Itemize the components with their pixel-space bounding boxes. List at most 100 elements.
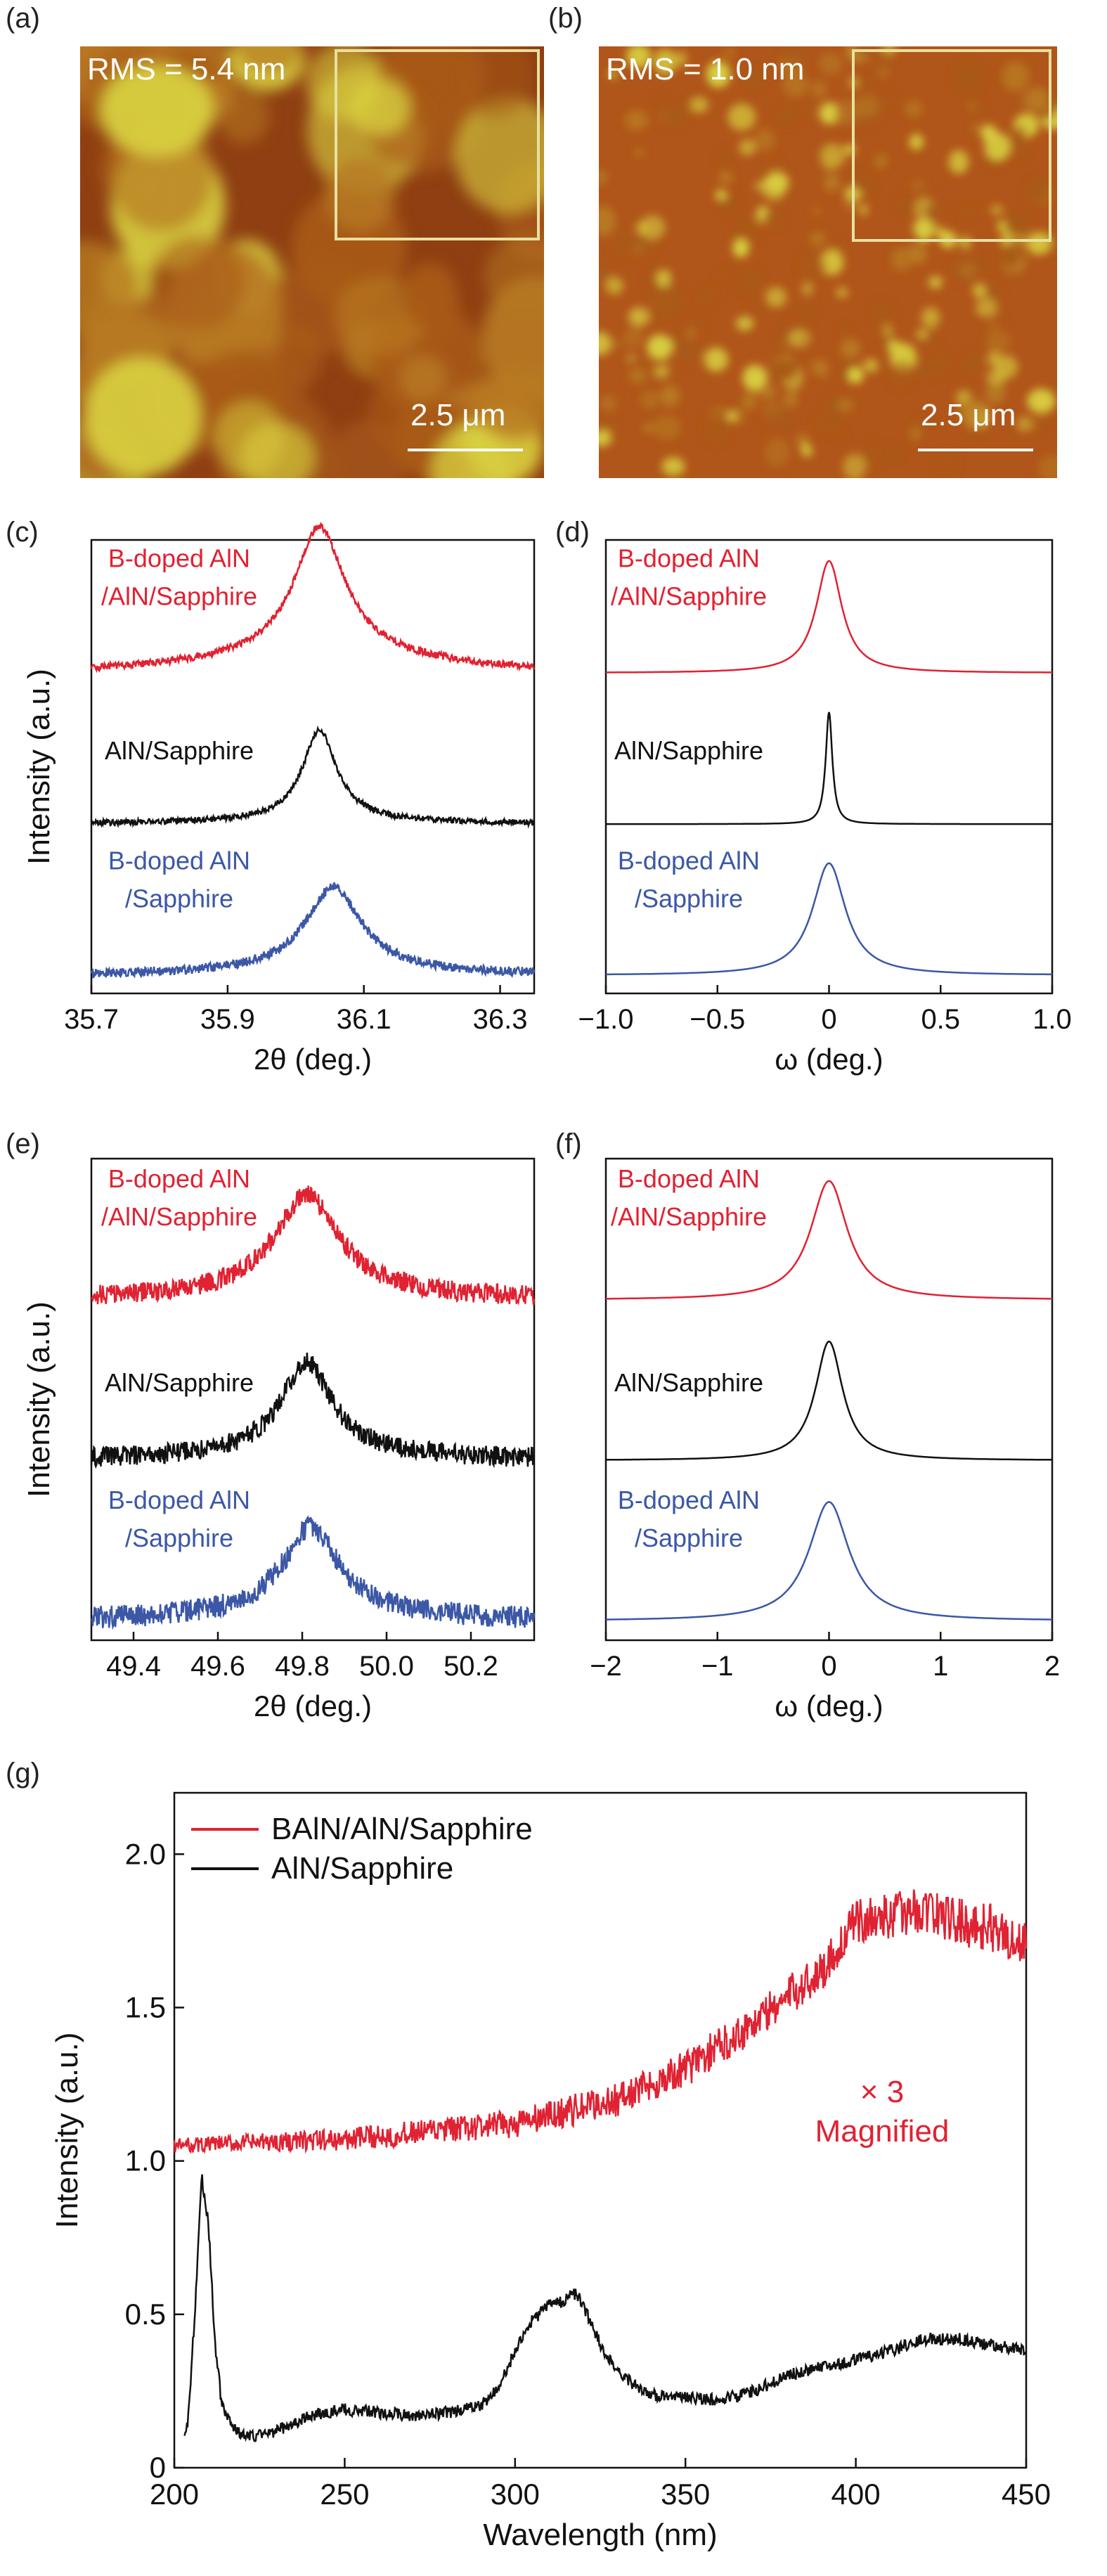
y-tick-label: 1.0 xyxy=(125,2144,166,2177)
afm-grain xyxy=(624,110,649,131)
series-label: /AlN/Sapphire xyxy=(101,1202,257,1231)
afm-grain xyxy=(599,331,611,356)
afm-grain xyxy=(739,139,756,156)
afm-grain xyxy=(973,102,985,115)
afm-grain xyxy=(810,231,826,247)
afm-texture-b xyxy=(599,46,1057,478)
afm-grain xyxy=(882,324,893,337)
chart-d-svg: −1.0 −0.5 0 0.5 1.0 ω (deg.) B-doped AlN/AlN/S… xyxy=(578,539,1072,1076)
afm-grain xyxy=(1016,416,1033,432)
afm-grain xyxy=(878,67,888,78)
scale-bar-b xyxy=(918,449,1033,451)
afm-grain xyxy=(784,392,798,408)
afm-grain xyxy=(740,269,763,293)
series-label: /Sapphire xyxy=(635,1524,743,1552)
series-line-2 xyxy=(183,2174,1027,2442)
afm-grain xyxy=(985,383,1005,405)
afm-grain xyxy=(801,283,814,295)
y-axis-label: Intensity (a.u.) xyxy=(22,669,56,865)
afm-grain xyxy=(599,395,617,412)
afm-texture-a xyxy=(80,46,544,478)
x-tick-label: 400 xyxy=(831,2478,881,2511)
series-line-1 xyxy=(90,522,536,674)
afm-features xyxy=(80,46,544,478)
afm-grain xyxy=(831,242,841,251)
afm-grain xyxy=(1014,124,1026,140)
afm-grain xyxy=(755,129,775,152)
afm-grain xyxy=(661,361,671,370)
x-tick-label: 2 xyxy=(1044,1651,1060,1682)
afm-grain xyxy=(889,360,916,387)
x-axis-label: 2θ (deg.) xyxy=(254,1043,372,1076)
series-line-1 xyxy=(605,1180,1053,1300)
afm-grain xyxy=(654,49,677,75)
afm-grain xyxy=(727,103,756,131)
x-axis-label: 2θ (deg.) xyxy=(254,1689,372,1722)
afm-grain xyxy=(687,328,696,338)
x-tick-label: 0.5 xyxy=(921,1004,960,1035)
x-tick-label: 36.1 xyxy=(337,1004,391,1035)
afm-grain xyxy=(599,430,612,447)
x-tick-label: 250 xyxy=(320,2478,369,2511)
afm-grain xyxy=(999,245,1020,267)
afm-grain xyxy=(624,328,643,348)
x-tick-label: 50.0 xyxy=(359,1651,414,1682)
series-label: B-doped AlN xyxy=(618,544,760,573)
afm-grain xyxy=(690,316,707,332)
afm-grain xyxy=(678,339,701,363)
afm-grain xyxy=(1027,388,1056,413)
series-label: /Sapphire xyxy=(125,884,233,913)
afm-grain xyxy=(704,413,730,444)
afm-grain xyxy=(765,408,793,430)
panel-label-e: (e) xyxy=(6,1128,40,1159)
y-tick-label: 2.0 xyxy=(125,1837,166,1870)
afm-grain xyxy=(843,453,866,478)
afm-grain xyxy=(704,347,729,372)
y-axis-label: Intensity (a.u.) xyxy=(22,1301,56,1498)
afm-grain xyxy=(1022,89,1044,112)
afm-grain xyxy=(891,247,913,271)
afm-grain xyxy=(917,328,928,340)
x-tick-label: 35.7 xyxy=(64,1004,119,1035)
afm-grain xyxy=(699,291,713,303)
afm-grain xyxy=(765,438,790,467)
afm-grain xyxy=(1002,61,1030,92)
panel-label-c: (c) xyxy=(6,517,39,548)
series-label: /AlN/Sapphire xyxy=(611,582,767,611)
afm-grain xyxy=(718,150,730,165)
series-line-3 xyxy=(606,1501,1052,1621)
afm-grain xyxy=(782,72,809,97)
afm-grain xyxy=(484,236,544,316)
scale-bar-a xyxy=(408,449,523,451)
afm-grain xyxy=(874,302,893,323)
series-label: /AlN/Sapphire xyxy=(611,1202,767,1231)
x-axis-label: Wavelength (nm) xyxy=(483,2518,717,2552)
afm-grain xyxy=(626,46,651,68)
afm-grain xyxy=(836,287,848,298)
afm-grain xyxy=(640,390,660,408)
magnified-annotation: Magnified xyxy=(815,2114,950,2149)
afm-grain xyxy=(673,51,687,67)
afm-grain xyxy=(819,102,840,124)
series-line-2 xyxy=(606,711,1052,825)
afm-grain xyxy=(661,457,685,476)
chart-e-svg: 49.4 49.6 49.8 50.0 50.2 2θ (deg.) Intensity (… xyxy=(22,1157,536,1722)
afm-grain xyxy=(455,46,534,120)
chart-e: 49.4 49.6 49.8 50.0 50.2 2θ (deg.) Intensity (… xyxy=(0,1125,555,1730)
afm-grain xyxy=(706,61,730,88)
series-line-3 xyxy=(90,882,536,979)
x-tick-label: −0.5 xyxy=(690,1004,745,1035)
x-tick-label: −1 xyxy=(701,1651,734,1682)
afm-grain xyxy=(1004,212,1029,237)
afm-grain xyxy=(455,97,544,213)
afm-grain xyxy=(975,298,997,318)
afm-grain xyxy=(654,97,666,109)
afm-grain xyxy=(402,262,458,328)
afm-image-a: RMS = 5.4 nm 2.5 μm xyxy=(80,46,544,478)
afm-grain xyxy=(882,94,898,109)
afm-grain xyxy=(727,411,737,422)
afm-grain xyxy=(801,445,813,458)
series-label: AlN/Sapphire xyxy=(614,736,763,765)
x-tick-label: 36.3 xyxy=(473,1004,528,1035)
afm-grain xyxy=(820,143,846,169)
